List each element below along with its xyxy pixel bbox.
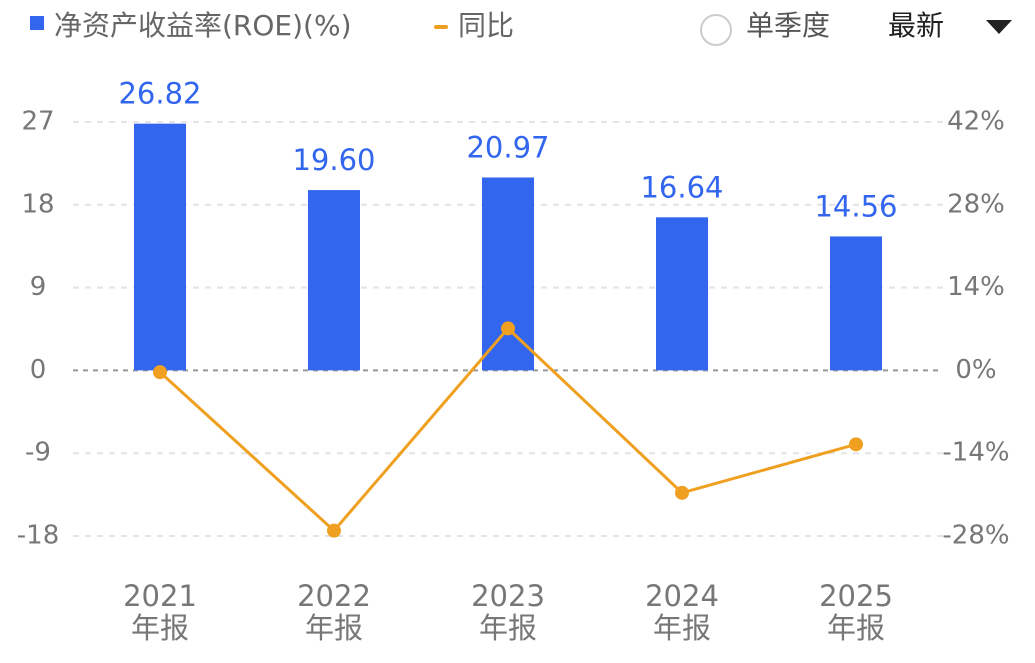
x-tick-label: 2025 (819, 579, 893, 613)
legend-swatch (434, 25, 448, 29)
legend-label: 同比 (458, 9, 514, 42)
x-tick-label: 年报 (305, 611, 363, 645)
radio[interactable] (700, 14, 732, 46)
point (849, 437, 863, 452)
bar (308, 190, 360, 371)
option-label[interactable]: 单季度 (746, 9, 830, 42)
y2-tick-label: 42% (947, 107, 1005, 137)
value-label: 14.56 (814, 189, 897, 223)
point (675, 485, 689, 500)
legend-label: 净资产收益率(ROE)(%) (54, 9, 352, 42)
y2-tick-label: 14% (947, 272, 1005, 302)
option-toggle[interactable]: 单季度 (700, 9, 830, 46)
point (153, 365, 167, 380)
dropdown[interactable]: 最新 (888, 9, 1012, 42)
bar (482, 177, 534, 371)
y-tick-label: -9 (25, 438, 51, 468)
y2-tick-label: -28% (942, 521, 1009, 551)
y-tick-label: 27 (21, 107, 54, 137)
x-tick-label: 年报 (131, 611, 189, 645)
x-tick-label: 年报 (827, 611, 885, 645)
dropdown-label[interactable]: 最新 (888, 9, 944, 42)
dropdown-arrow[interactable] (986, 20, 1012, 34)
x-tick-label: 2023 (471, 579, 545, 613)
y-tick-label: 9 (30, 272, 47, 302)
value-label: 16.64 (640, 170, 723, 204)
y2-tick-label: -14% (942, 438, 1009, 468)
bar (830, 236, 882, 371)
point (327, 523, 341, 538)
x-tick-label: 2022 (297, 579, 371, 613)
x-tick-label: 2024 (645, 579, 719, 613)
x-tick-label: 年报 (479, 611, 537, 645)
x-tick-label: 年报 (653, 611, 711, 645)
bar (656, 217, 708, 371)
bar (134, 123, 186, 371)
y2-tick-label: 0% (955, 355, 996, 385)
value-label: 20.97 (466, 130, 549, 164)
y-tick-label: 0 (30, 355, 47, 385)
point (501, 321, 515, 336)
y-tick-label: 18 (21, 189, 54, 219)
value-label: 19.60 (292, 143, 375, 177)
x-tick-label: 2021 (123, 579, 197, 613)
y2-tick-label: 28% (947, 189, 1005, 219)
y-tick-label: -18 (17, 521, 59, 551)
value-label: 26.82 (118, 77, 201, 111)
legend-swatch (30, 16, 44, 30)
